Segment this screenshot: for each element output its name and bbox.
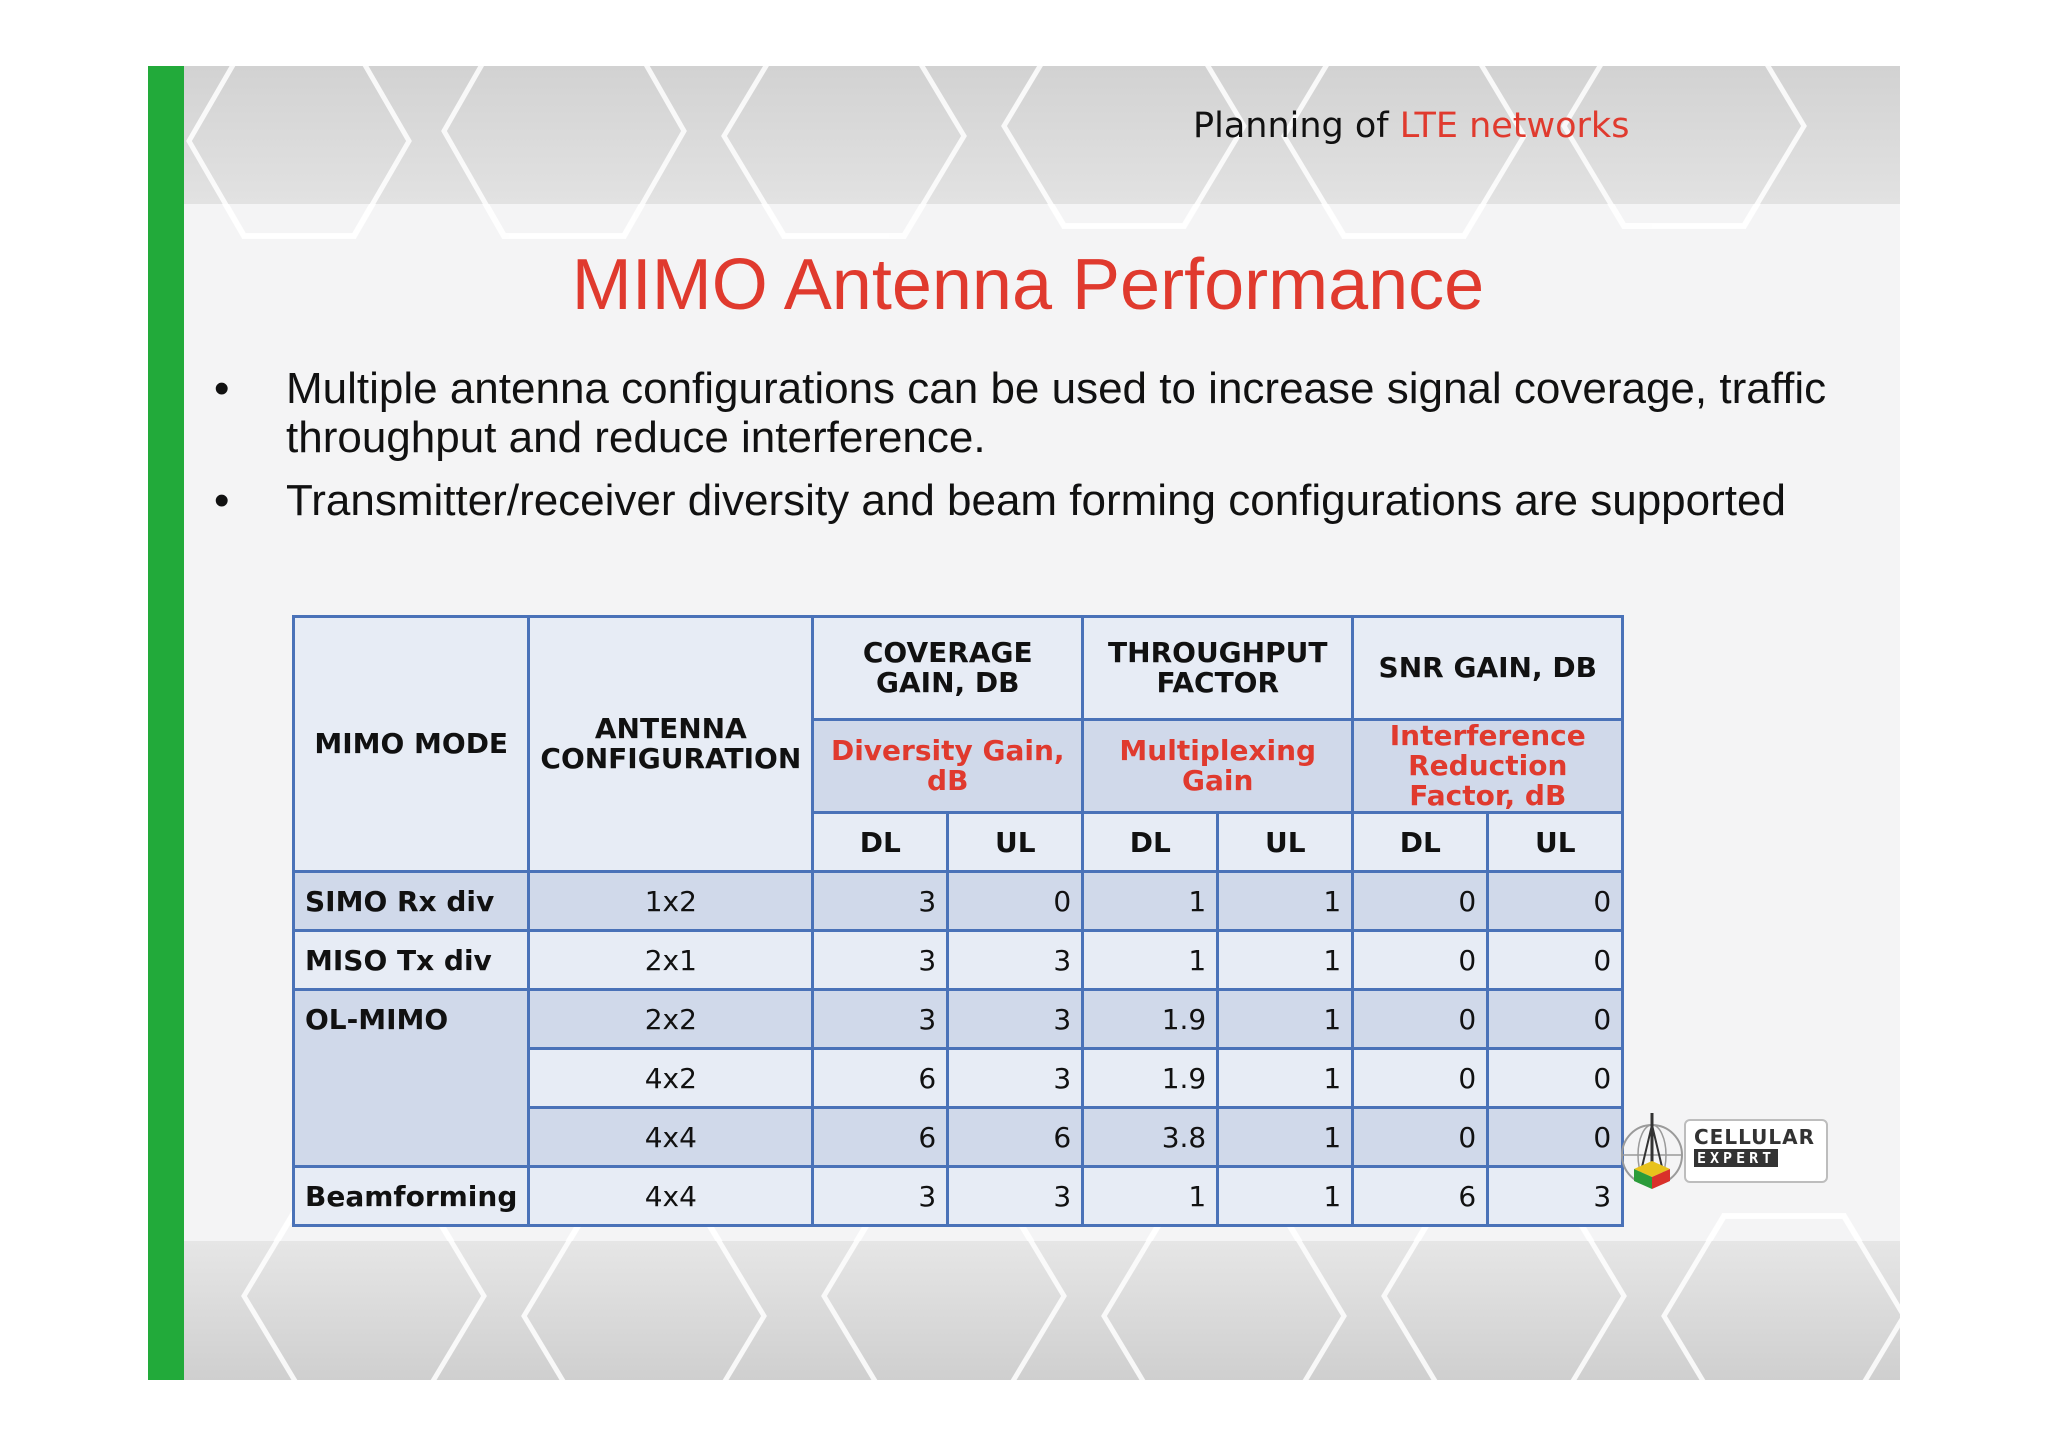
mode-cell: Beamforming <box>291 1165 531 1227</box>
value-cell: 1 <box>1216 929 1355 991</box>
value-cell: 0 <box>1351 988 1490 1050</box>
value-cell: 0 <box>1351 870 1490 932</box>
config-cell: 2x2 <box>527 988 815 1050</box>
value-cell: 1 <box>1216 1106 1355 1168</box>
bullet-dot: • <box>214 364 230 413</box>
table-row: Beamforming 4x4 3 3 1 1 6 3 <box>291 1165 1625 1227</box>
col-header-mode: MIMO MODE <box>291 615 531 873</box>
value-cell: 1 <box>1216 870 1355 932</box>
ul-header: UL <box>1486 811 1625 873</box>
value-cell: 6 <box>946 1106 1085 1168</box>
value-cell: 0 <box>1486 1106 1625 1168</box>
value-cell: 0 <box>1351 929 1490 991</box>
value-cell: 6 <box>811 1106 950 1168</box>
table-row: OL-MIMO 2x2 3 3 1.9 1 0 0 <box>291 988 1625 1168</box>
value-cell: 0 <box>1351 1047 1490 1109</box>
value-cell: 1 <box>1216 1165 1355 1227</box>
value-cell: 3 <box>946 929 1085 991</box>
dl-header: DL <box>1081 811 1220 873</box>
col-header-throughput: THROUGHPUT FACTOR <box>1081 615 1355 721</box>
logo-text-expert: EXPERT <box>1694 1149 1779 1167</box>
mode-cell: SIMO Rx div <box>291 870 531 932</box>
value-cell: 3 <box>811 1165 950 1227</box>
globe-antenna-icon <box>1621 1113 1683 1189</box>
slide-title: MIMO Antenna Performance <box>571 245 1485 325</box>
config-cell: 1x2 <box>527 870 815 932</box>
header-accent: LTE networks <box>1399 106 1630 146</box>
value-cell: 3 <box>1486 1165 1625 1227</box>
value-cell: 3.8 <box>1081 1106 1220 1168</box>
bullet-item: • Multiple antenna configurations can be … <box>208 364 1848 462</box>
config-cell: 2x1 <box>527 929 815 991</box>
ul-header: UL <box>1216 811 1355 873</box>
value-cell: 3 <box>811 870 950 932</box>
subheader-multiplexing: Multiplexing Gain <box>1081 718 1355 814</box>
subheader-interference: Interference Reduction Factor, dB <box>1351 718 1625 814</box>
value-cell: 0 <box>1486 1047 1625 1109</box>
subheader-diversity: Diversity Gain, dB <box>811 718 1085 814</box>
table-row: MISO Tx div 2x1 3 3 1 1 0 0 <box>291 929 1625 991</box>
value-cell: 1.9 <box>1081 988 1220 1050</box>
config-cell: 4x4 <box>527 1165 815 1227</box>
value-cell: 3 <box>811 929 950 991</box>
bullet-text: Transmitter/receiver diversity and beam … <box>286 476 1786 525</box>
col-header-coverage: COVERAGE GAIN, DB <box>811 615 1085 721</box>
value-cell: 1 <box>1081 929 1220 991</box>
value-cell: 3 <box>946 1165 1085 1227</box>
mimo-performance-table: MIMO MODE ANTENNA CONFIGURATION COVERAGE… <box>291 615 1625 1227</box>
dl-header: DL <box>811 811 950 873</box>
config-cell: 4x4 <box>527 1106 815 1168</box>
value-cell: 0 <box>1486 929 1625 991</box>
col-header-config: ANTENNA CONFIGURATION <box>527 615 815 873</box>
value-cell: 6 <box>1351 1165 1490 1227</box>
mode-cell: OL-MIMO <box>291 988 531 1168</box>
table-row: 4x4 6 6 3.8 1 0 0 <box>294 1106 1625 1168</box>
value-cell: 1.9 <box>1081 1047 1220 1109</box>
bullet-item: • Transmitter/receiver diversity and beam… <box>208 476 1848 525</box>
value-cell: 1 <box>1081 870 1220 932</box>
value-cell: 3 <box>811 988 950 1050</box>
value-cell: 3 <box>946 1047 1085 1109</box>
dl-header: DL <box>1351 811 1490 873</box>
value-cell: 3 <box>946 988 1085 1050</box>
table-row: 4x2 6 3 1.9 1 0 0 <box>294 1047 1625 1109</box>
config-cell: 4x2 <box>527 1047 815 1109</box>
bullet-dot: • <box>214 476 230 525</box>
value-cell: 0 <box>1351 1106 1490 1168</box>
header-caption: Planning of LTE networks <box>1193 106 1629 146</box>
value-cell: 1 <box>1081 1165 1220 1227</box>
mode-cell: MISO Tx div <box>291 929 531 991</box>
col-header-snr: SNR GAIN, DB <box>1351 615 1625 721</box>
value-cell: 1 <box>1216 988 1355 1050</box>
logo-text-cellular: CELLULAR <box>1694 1125 1815 1149</box>
value-cell: 0 <box>1486 870 1625 932</box>
bullet-text: Multiple antenna configurations can be u… <box>286 364 1827 462</box>
value-cell: 0 <box>1486 988 1625 1050</box>
value-cell: 6 <box>811 1047 950 1109</box>
cellular-expert-logo: CELLULAR EXPERT <box>1614 1105 1834 1195</box>
ul-header: UL <box>946 811 1085 873</box>
slide: Planning of LTE networks MIMO Antenna Pe… <box>148 66 1900 1380</box>
green-side-bar <box>148 66 184 1380</box>
table-row: SIMO Rx div 1x2 3 0 1 1 0 0 <box>291 870 1625 932</box>
value-cell: 0 <box>946 870 1085 932</box>
bullet-list: • Multiple antenna configurations can be … <box>208 364 1848 539</box>
header-prefix: Planning of <box>1193 106 1400 146</box>
value-cell: 1 <box>1216 1047 1355 1109</box>
